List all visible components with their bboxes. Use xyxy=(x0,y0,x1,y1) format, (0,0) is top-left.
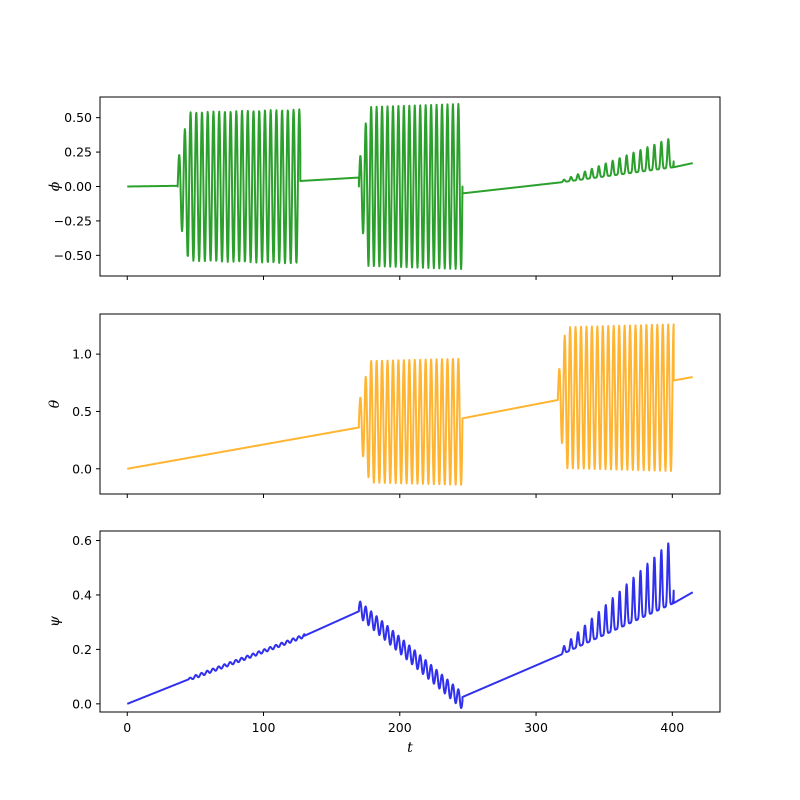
y-axis-label-theta: θ xyxy=(47,399,63,408)
series-line-theta xyxy=(126,323,694,486)
y-tick-label: −0.25 xyxy=(54,213,92,228)
y-tick-label: 1.0 xyxy=(72,347,92,362)
x-tick-label: 0 xyxy=(123,720,131,735)
y-axis-label-phi: ϕ xyxy=(47,181,63,191)
y-tick-label: 0.5 xyxy=(72,404,92,419)
y-tick-label: 0.50 xyxy=(64,110,92,125)
panel-psi: 0 100 200 300 400 0.0 0.2 0.4 0.6 ψ t xyxy=(47,530,721,756)
y-tick-label: 0.0 xyxy=(72,696,92,711)
y-axis-label-psi: ψ xyxy=(47,615,63,627)
y-tick-label: 0.6 xyxy=(72,533,92,548)
panel-phi: −0.50 −0.25 0.00 0.25 0.50 ϕ xyxy=(47,96,721,280)
y-tick-label: 0.25 xyxy=(64,145,92,160)
y-tick-label: 0.0 xyxy=(72,461,92,476)
y-tick-label: 0.4 xyxy=(72,587,92,602)
series-line-psi xyxy=(126,542,694,710)
x-tick-label: 300 xyxy=(524,720,548,735)
x-tick-label: 400 xyxy=(660,720,684,735)
x-tick-label: 100 xyxy=(252,720,276,735)
y-tick-label: 0.00 xyxy=(64,179,92,194)
series-line-phi xyxy=(126,103,694,271)
x-axis-label: t xyxy=(407,740,413,756)
axes-frame-psi xyxy=(99,530,721,713)
axes-frame-theta xyxy=(99,313,721,495)
x-tick-label: 200 xyxy=(388,720,412,735)
y-tick-label: 0.2 xyxy=(72,642,92,657)
panel-theta: 0.0 0.5 1.0 θ xyxy=(47,313,721,498)
y-tick-label: −0.50 xyxy=(54,248,92,263)
